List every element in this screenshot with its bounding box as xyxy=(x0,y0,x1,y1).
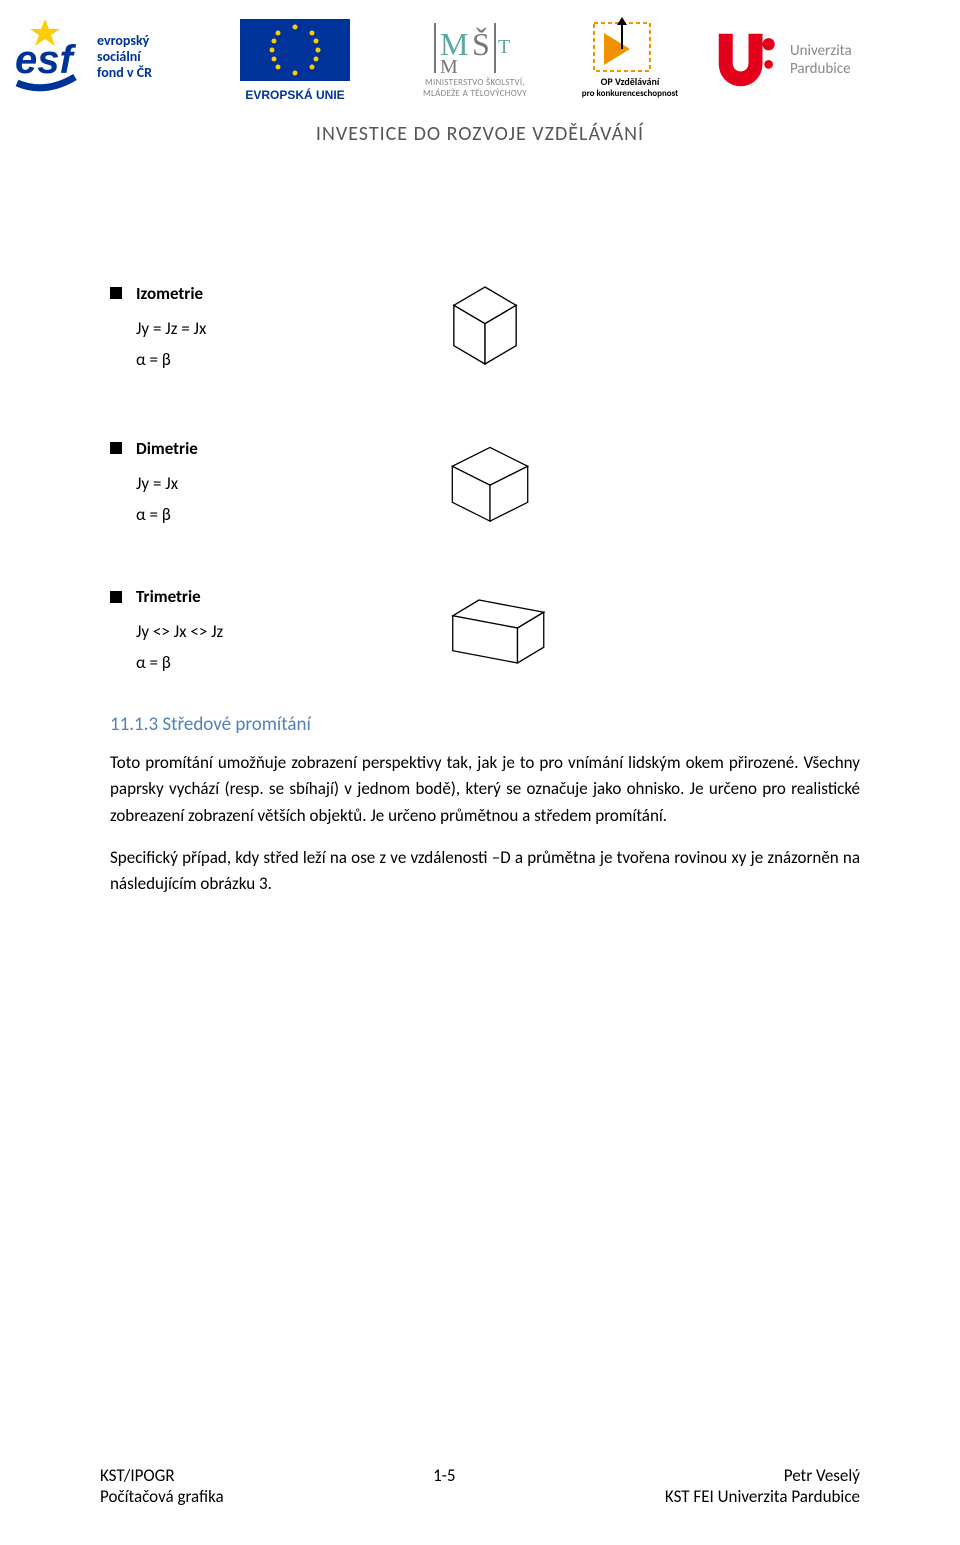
uni-logo: Univerzita Pardubice xyxy=(710,15,930,105)
svg-text:esf: esf xyxy=(15,38,76,82)
uni-icon xyxy=(710,25,780,95)
footer-right: Petr Veselý KST FEI Univerzita Pardubice xyxy=(665,1465,860,1507)
paragraph-1: Toto promítání umožňuje zobrazení perspe… xyxy=(110,750,860,829)
trimetrie-title: Trimetrie xyxy=(136,586,201,607)
footer-left-2: Počítačová grafika xyxy=(100,1486,224,1507)
footer-left-1: KST/IPOGR xyxy=(100,1465,224,1486)
dimetrie-eq1: Jy = Jx xyxy=(136,473,420,494)
esf-line2: sociální xyxy=(97,49,152,65)
izometrie-eq1: Jy = Jz = Jx xyxy=(136,318,420,339)
dimetrie-eq2: α = β xyxy=(136,504,420,525)
section-dimetrie: Dimetrie Jy = Jx α = β xyxy=(110,436,860,536)
esf-line3: fond v ČR xyxy=(97,65,152,81)
uni-line1: Univerzita xyxy=(790,42,852,60)
trimetrie-heading: Trimetrie xyxy=(110,586,420,607)
izometrie-cube-icon xyxy=(430,276,540,386)
section-izometrie: Izometrie Jy = Jz = Jx α = β xyxy=(110,276,860,386)
trimetrie-eq1: Jy <> Jx <> Jz xyxy=(136,621,420,642)
svg-text:T: T xyxy=(498,36,510,58)
izometrie-title: Izometrie xyxy=(136,283,203,304)
uni-line2: Pardubice xyxy=(790,60,852,78)
footer-right-2: KST FEI Univerzita Pardubice xyxy=(665,1486,860,1507)
bullet-icon xyxy=(110,442,122,454)
opvk-line2: pro konkurenceschopnost xyxy=(570,88,690,99)
svg-text:Š: Š xyxy=(472,26,490,62)
document-body: Izometrie Jy = Jz = Jx α = β Dimetrie Jy… xyxy=(0,146,960,898)
dimetrie-heading: Dimetrie xyxy=(110,438,420,459)
msmt-logo: M Š M T MINISTERSTVO ŠKOLSTVÍ, MLÁDEŽE A… xyxy=(400,15,550,105)
footer-left: KST/IPOGR Počítačová grafika xyxy=(100,1465,224,1507)
eu-label-svg: EVROPSKÁ UNIE xyxy=(245,87,344,102)
paragraph-2: Specifický případ, kdy střed leží na ose… xyxy=(110,845,860,898)
eu-logo: EVROPSKÁ UNIE xyxy=(210,15,380,105)
trimetrie-cube-icon xyxy=(430,590,570,680)
opvk-line1: OP Vzdělávání xyxy=(570,75,690,88)
dimetrie-cube-icon xyxy=(430,436,550,536)
footer-center: 1-5 xyxy=(433,1465,455,1486)
dimetrie-title: Dimetrie xyxy=(136,438,198,459)
header-tagline: INVESTICE DO ROZVOJE VZDĚLÁVÁNÍ xyxy=(0,122,960,146)
trimetrie-eq2: α = β xyxy=(136,652,420,673)
opvk-logo: OP Vzdělávání pro konkurenceschopnost xyxy=(570,15,690,105)
eu-flag-icon: EVROPSKÁ UNIE xyxy=(210,15,380,105)
esf-logo: esf evropský sociální fond v ČR xyxy=(15,15,190,105)
izometrie-eq2: α = β xyxy=(136,349,420,370)
izometrie-heading: Izometrie xyxy=(110,283,420,304)
header-logo-row: esf evropský sociální fond v ČR EVROPSKÁ… xyxy=(0,0,960,110)
footer-right-1: Petr Veselý xyxy=(665,1465,860,1486)
svg-text:M: M xyxy=(440,56,458,78)
bullet-icon xyxy=(110,287,122,299)
section-trimetrie: Trimetrie Jy <> Jx <> Jz α = β xyxy=(110,586,860,683)
msmt-line2: MLÁDEŽE A TĚLOVÝCHOVY xyxy=(400,88,550,99)
page-footer: KST/IPOGR Počítačová grafika 1-5 Petr Ve… xyxy=(100,1465,860,1507)
subheading-stredove: 11.1.3 Středové promítání xyxy=(110,713,860,736)
msmt-line1: MINISTERSTVO ŠKOLSTVÍ, xyxy=(400,77,550,88)
esf-line1: evropský xyxy=(97,33,152,49)
bullet-icon xyxy=(110,591,122,603)
